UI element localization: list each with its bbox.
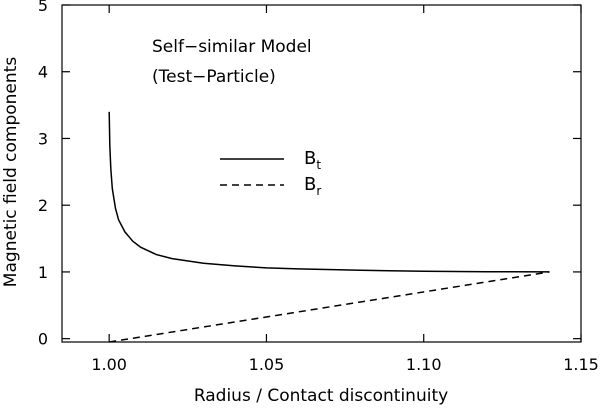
y-tick-label-1: 1 <box>38 263 48 282</box>
legend-label-br-sub: r <box>316 184 321 198</box>
x-tick-label-2: 1.10 <box>406 355 442 374</box>
legend-label-bt: Bt <box>304 148 321 172</box>
x-tick-label-0: 1.00 <box>91 355 127 374</box>
legend-label-br-main: B <box>304 174 316 195</box>
y-tick-label-2: 2 <box>38 196 48 215</box>
x-tick-label-1: 1.05 <box>249 355 285 374</box>
x-tick-label-3: 1.15 <box>563 355 599 374</box>
y-tick-label-0: 0 <box>38 330 48 349</box>
x-ticks: 1.00 1.05 1.10 1.15 <box>91 5 599 374</box>
plot-frame <box>61 4 582 343</box>
legend: Bt Br <box>220 148 321 198</box>
y-tick-label-5: 5 <box>38 0 48 15</box>
y-tick-label-3: 3 <box>38 129 48 148</box>
annotation-test-particle: (Test−Particle) <box>152 67 276 87</box>
annotation-model: Self−similar Model <box>152 37 312 57</box>
legend-label-bt-sub: t <box>316 158 321 172</box>
series-line-Br <box>109 271 550 343</box>
legend-label-br: Br <box>304 174 321 198</box>
y-axis-label: Magnetic field components <box>1 57 21 288</box>
y-tick-label-4: 4 <box>38 63 48 82</box>
series-line-Bt <box>108 111 550 273</box>
series-layer <box>108 111 550 343</box>
x-axis-label: Radius / Contact discontinuity <box>194 386 448 406</box>
y-ticks: 0 1 2 3 4 5 <box>38 0 581 349</box>
legend-label-bt-main: B <box>304 148 316 169</box>
